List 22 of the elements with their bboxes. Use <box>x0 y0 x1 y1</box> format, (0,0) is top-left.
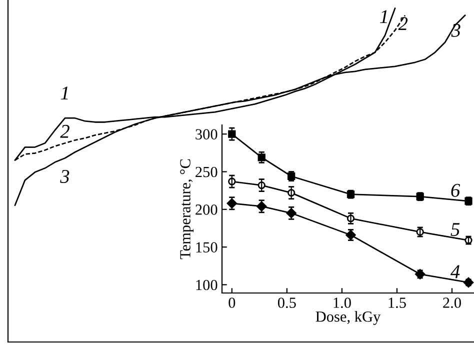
series-label: 6 <box>451 184 460 197</box>
x-tick-label: 1.5 <box>388 298 406 308</box>
y-tick-label: 300 <box>196 129 218 140</box>
y-tick-label: 250 <box>196 166 218 178</box>
text: 1 <box>60 86 68 100</box>
series-label: 3 <box>451 24 460 37</box>
y-tick-label: 200 <box>196 204 218 215</box>
y-tick-label: 100 <box>196 280 218 290</box>
series-label: 5 <box>450 223 460 236</box>
x-tick-label: 0 <box>228 298 236 308</box>
point <box>228 130 236 138</box>
series-label: 2 <box>398 17 408 30</box>
series-label: 4 <box>450 265 460 278</box>
x-tick-label: 0.5 <box>278 298 296 308</box>
text: 2 <box>60 124 70 138</box>
series-label: 1 <box>380 10 387 24</box>
y-tick-label: 150 <box>196 242 218 252</box>
x-tick-label: 2.0 <box>443 298 461 308</box>
x-tick-label: 1.0 <box>334 298 351 308</box>
text: 3 <box>60 170 70 184</box>
x-axis-title: Dose, kGy <box>316 311 381 325</box>
y-axis-title: Temperature, °C <box>180 159 194 260</box>
